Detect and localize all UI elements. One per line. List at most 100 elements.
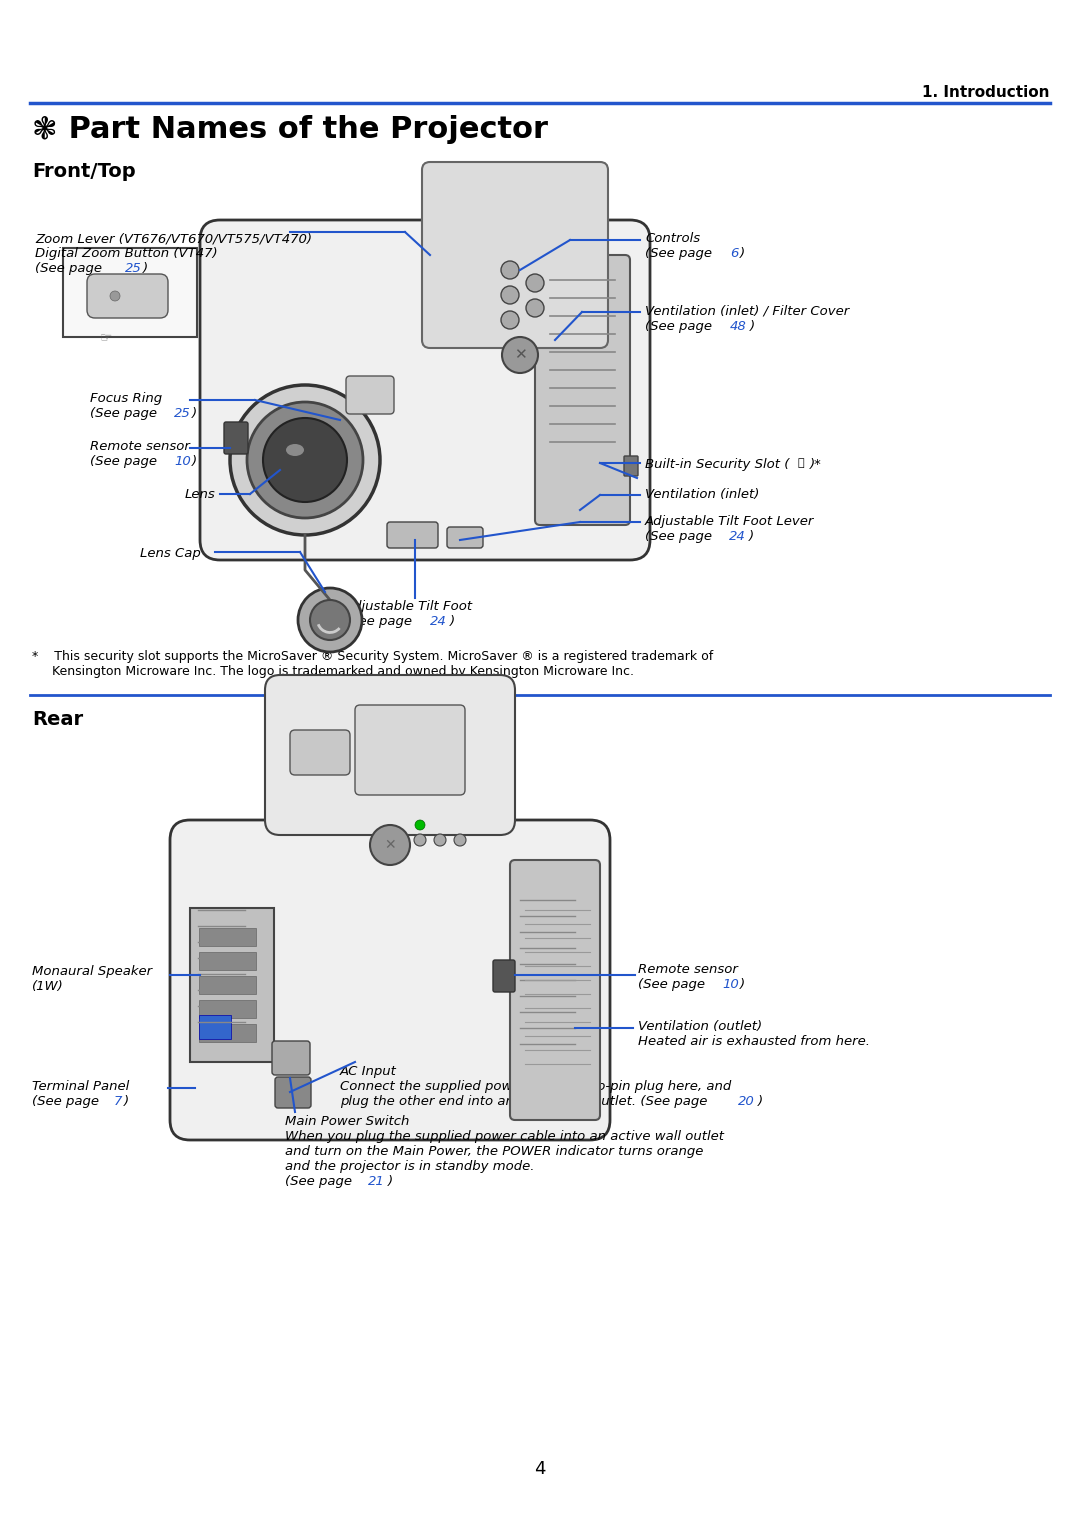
Text: Rear: Rear [32, 710, 83, 729]
Text: Zoom Lever (VT676/VT670/VT575/VT470): Zoom Lever (VT676/VT670/VT575/VT470) [35, 232, 312, 246]
FancyBboxPatch shape [510, 861, 600, 1120]
FancyBboxPatch shape [199, 928, 256, 946]
Text: (See page: (See page [90, 407, 161, 420]
Text: Connect the supplied power cable’s two-pin plug here, and: Connect the supplied power cable’s two-p… [340, 1080, 731, 1093]
Text: 24: 24 [430, 615, 447, 629]
Text: Front/Top: Front/Top [32, 162, 136, 182]
Circle shape [502, 337, 538, 372]
Text: ): ) [143, 262, 148, 275]
FancyBboxPatch shape [199, 1024, 256, 1042]
Text: Adjustable Tilt Foot: Adjustable Tilt Foot [345, 600, 473, 613]
Circle shape [526, 299, 544, 317]
Text: (See page: (See page [35, 262, 106, 275]
FancyBboxPatch shape [224, 423, 248, 455]
FancyBboxPatch shape [199, 977, 256, 993]
Text: )*: )* [810, 458, 822, 472]
Text: 6: 6 [730, 247, 739, 259]
Text: Heated air is exhausted from here.: Heated air is exhausted from here. [638, 1035, 870, 1048]
FancyBboxPatch shape [170, 819, 610, 1140]
Text: Digital Zoom Button (VT47): Digital Zoom Button (VT47) [35, 247, 218, 259]
FancyBboxPatch shape [355, 705, 465, 795]
Text: ): ) [758, 1096, 764, 1108]
FancyBboxPatch shape [199, 1000, 256, 1018]
FancyBboxPatch shape [447, 526, 483, 548]
Circle shape [298, 588, 362, 652]
Circle shape [247, 401, 363, 517]
Text: Lens: Lens [185, 488, 216, 501]
Circle shape [310, 600, 350, 639]
Text: ): ) [192, 455, 198, 468]
Text: Adjustable Tilt Foot Lever: Adjustable Tilt Foot Lever [645, 514, 814, 528]
Text: Remote sensor: Remote sensor [638, 963, 738, 977]
Text: ): ) [750, 530, 754, 543]
Text: ): ) [750, 320, 755, 333]
FancyBboxPatch shape [200, 220, 650, 560]
FancyBboxPatch shape [275, 1077, 311, 1108]
FancyBboxPatch shape [535, 255, 630, 525]
Text: ): ) [388, 1175, 393, 1189]
Text: 🔒: 🔒 [797, 458, 804, 468]
Text: (1W): (1W) [32, 980, 64, 993]
Text: ❃: ❃ [32, 114, 57, 143]
Text: 4: 4 [535, 1460, 545, 1479]
Text: 24: 24 [729, 530, 746, 543]
FancyBboxPatch shape [272, 1041, 310, 1074]
Text: (See page: (See page [90, 455, 161, 468]
Text: Ventilation (outlet): Ventilation (outlet) [638, 1019, 762, 1033]
Text: 48: 48 [730, 320, 746, 333]
FancyBboxPatch shape [199, 1015, 231, 1039]
FancyBboxPatch shape [346, 375, 394, 414]
Text: ): ) [192, 407, 198, 420]
Circle shape [454, 835, 465, 845]
Text: 21: 21 [368, 1175, 384, 1189]
Text: (See page: (See page [32, 1096, 104, 1108]
Text: 25: 25 [125, 262, 141, 275]
FancyBboxPatch shape [422, 162, 608, 348]
Text: Main Power Switch: Main Power Switch [285, 1116, 409, 1128]
Text: Controls: Controls [645, 232, 700, 246]
Text: 1. Introduction: 1. Introduction [922, 85, 1050, 101]
Ellipse shape [286, 444, 303, 456]
FancyBboxPatch shape [624, 456, 638, 476]
Circle shape [264, 418, 347, 502]
Text: and turn on the Main Power, the POWER indicator turns orange: and turn on the Main Power, the POWER in… [285, 1144, 703, 1158]
FancyBboxPatch shape [291, 729, 350, 775]
FancyBboxPatch shape [63, 249, 197, 337]
Text: Focus Ring: Focus Ring [90, 392, 162, 404]
Text: When you plug the supplied power cable into an active wall outlet: When you plug the supplied power cable i… [285, 1129, 724, 1143]
Text: ): ) [740, 247, 745, 259]
Text: ): ) [450, 615, 455, 629]
Text: *    This security slot supports the MicroSaver ® Security System. MicroSaver ® : * This security slot supports the MicroS… [32, 650, 713, 662]
FancyBboxPatch shape [87, 275, 168, 317]
Text: Kensington Microware Inc. The logo is trademarked and owned by Kensington Microw: Kensington Microware Inc. The logo is tr… [32, 665, 634, 678]
Text: 7: 7 [114, 1096, 122, 1108]
Circle shape [415, 819, 426, 830]
Circle shape [230, 385, 380, 536]
Text: plug the other end into an active wall outlet. (See page: plug the other end into an active wall o… [340, 1096, 712, 1108]
Text: (See page: (See page [645, 320, 716, 333]
Text: 10: 10 [174, 455, 191, 468]
Text: ): ) [740, 978, 745, 990]
Text: 25: 25 [174, 407, 191, 420]
Text: Remote sensor: Remote sensor [90, 439, 190, 453]
Text: Built-in Security Slot (: Built-in Security Slot ( [645, 458, 789, 472]
Text: ✕: ✕ [514, 348, 526, 363]
Text: ): ) [124, 1096, 130, 1108]
Text: ✕: ✕ [384, 838, 395, 852]
Circle shape [370, 826, 410, 865]
FancyBboxPatch shape [387, 522, 438, 548]
Text: (See page: (See page [645, 530, 716, 543]
Text: (See page: (See page [285, 1175, 356, 1189]
Text: AC Input: AC Input [340, 1065, 396, 1077]
Text: Terminal Panel: Terminal Panel [32, 1080, 130, 1093]
Circle shape [434, 835, 446, 845]
Text: ☞: ☞ [100, 330, 112, 343]
Text: Ventilation (inlet) / Filter Cover: Ventilation (inlet) / Filter Cover [645, 305, 849, 317]
Text: 20: 20 [738, 1096, 755, 1108]
Text: 10: 10 [723, 978, 739, 990]
Circle shape [526, 275, 544, 291]
FancyBboxPatch shape [190, 908, 274, 1062]
Text: Monaural Speaker: Monaural Speaker [32, 964, 152, 978]
Circle shape [110, 291, 120, 301]
Circle shape [501, 261, 519, 279]
